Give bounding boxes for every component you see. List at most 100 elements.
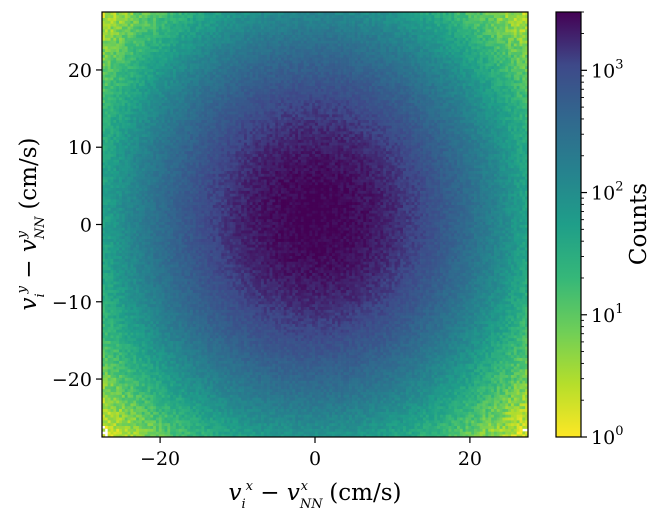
heatmap-cell <box>275 377 279 381</box>
heatmap-cell <box>329 380 333 384</box>
heatmap-cell <box>226 388 231 393</box>
heatmap-cell <box>119 408 123 412</box>
heatmap-cell <box>337 360 341 364</box>
heatmap-cell <box>215 428 219 432</box>
heatmap-cell <box>144 371 148 376</box>
heatmap-cell <box>297 397 302 401</box>
heatmap-cell <box>215 349 219 353</box>
heatmap-cell <box>519 414 523 418</box>
heatmap-cell <box>510 346 515 350</box>
heatmap-cell <box>261 377 265 381</box>
heatmap-cell <box>394 414 398 418</box>
heatmap-cell <box>351 405 356 410</box>
heatmap-cell <box>164 400 168 404</box>
heatmap-cell <box>269 363 273 367</box>
heatmap-cell <box>173 403 177 407</box>
heatmap-cell <box>269 411 273 415</box>
heatmap-cell <box>414 403 418 407</box>
heatmap-cell <box>488 422 492 427</box>
heatmap-cell <box>329 354 333 359</box>
heatmap-cell <box>439 417 444 421</box>
heatmap-cell <box>479 352 483 356</box>
heatmap-cell <box>476 414 481 418</box>
heatmap-cell <box>246 363 251 367</box>
heatmap-cell <box>224 357 228 361</box>
heatmap-cell <box>175 349 180 353</box>
heatmap-cell <box>431 360 435 364</box>
heatmap-cell <box>366 374 370 378</box>
heatmap-cell <box>425 363 429 367</box>
heatmap-cell <box>499 420 503 424</box>
heatmap-cell <box>252 397 256 401</box>
heatmap-cell <box>351 422 356 427</box>
heatmap-cell <box>161 380 165 384</box>
heatmap-cell <box>150 343 154 347</box>
heatmap-cell <box>383 371 387 376</box>
heatmap-cell <box>329 428 333 432</box>
heatmap-cell <box>459 420 464 424</box>
heatmap-cell <box>340 374 344 378</box>
heatmap-cell <box>192 363 197 367</box>
heatmap-cell <box>525 400 529 404</box>
heatmap-cell <box>516 414 520 418</box>
heatmap-cell <box>508 343 512 347</box>
heatmap-cell <box>221 400 225 404</box>
heatmap-cell <box>496 414 500 418</box>
heatmap-cell <box>309 346 313 350</box>
heatmap-cell <box>326 352 330 356</box>
heatmap-cell <box>340 414 344 418</box>
heatmap-cell <box>383 374 387 378</box>
heatmap-cell <box>499 411 503 415</box>
heatmap-cell <box>295 397 299 401</box>
heatmap-cell <box>249 357 253 361</box>
heatmap-cell <box>116 354 120 359</box>
heatmap-cell <box>516 405 520 410</box>
heatmap-cell <box>215 414 219 418</box>
heatmap-cell <box>306 388 310 393</box>
heatmap-cell <box>124 408 128 412</box>
heatmap-cell <box>346 428 350 432</box>
heatmap-cell <box>445 366 449 370</box>
heatmap-cell <box>127 403 131 407</box>
heatmap-cell <box>266 397 270 401</box>
heatmap-cell <box>113 414 117 418</box>
heatmap-cell <box>363 394 367 398</box>
heatmap-cell <box>116 411 120 415</box>
heatmap-cell <box>451 422 455 427</box>
heatmap-cell <box>209 434 214 438</box>
heatmap-cell <box>190 431 194 435</box>
heatmap-cell <box>522 360 526 364</box>
heatmap-cell <box>138 377 143 381</box>
heatmap-cell <box>201 340 205 344</box>
heatmap-cell <box>207 431 211 435</box>
heatmap-cell <box>263 422 268 427</box>
heatmap-cell <box>357 417 361 421</box>
heatmap-cell <box>510 400 515 404</box>
heatmap-cell <box>482 388 486 393</box>
heatmap-cell <box>437 391 441 395</box>
heatmap-cell <box>218 434 222 438</box>
heatmap-cell <box>340 428 344 432</box>
heatmap-cell <box>119 386 123 390</box>
heatmap-cell <box>155 405 160 410</box>
heatmap-cell <box>133 391 137 395</box>
heatmap-cell <box>485 377 489 381</box>
heatmap-cell <box>136 428 140 432</box>
heatmap-cell <box>323 363 327 367</box>
heatmap-cell <box>448 397 452 401</box>
heatmap-cell <box>349 405 353 410</box>
heatmap-cell <box>377 363 381 367</box>
heatmap-cell <box>158 405 162 410</box>
heatmap-cell <box>292 391 296 395</box>
heatmap-cell <box>508 371 512 376</box>
heatmap-cell <box>329 346 333 350</box>
heatmap-cell <box>272 388 276 393</box>
heatmap-cell <box>147 354 151 359</box>
heatmap-cell <box>297 403 302 407</box>
heatmap-cell <box>312 388 316 393</box>
heatmap-cell <box>215 354 219 359</box>
heatmap-cell <box>374 428 378 432</box>
heatmap-cell <box>178 374 182 378</box>
heatmap-cell <box>499 346 503 350</box>
heatmap-cell <box>144 352 148 356</box>
